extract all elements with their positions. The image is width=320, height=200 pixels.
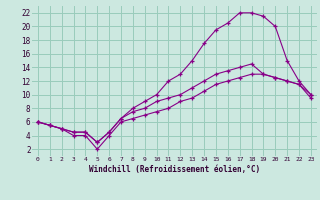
X-axis label: Windchill (Refroidissement éolien,°C): Windchill (Refroidissement éolien,°C) xyxy=(89,165,260,174)
